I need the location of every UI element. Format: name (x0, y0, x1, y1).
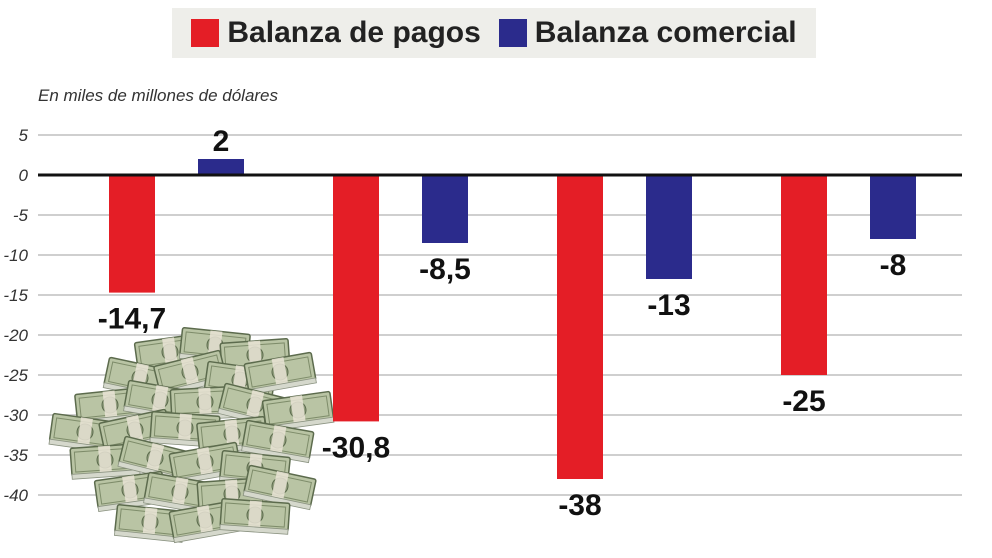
data-label: -13 (647, 289, 690, 322)
data-label: -25 (782, 385, 825, 418)
y-tick-label: -35 (3, 446, 28, 465)
legend-label: Balanza de pagos (227, 16, 481, 49)
bars (109, 159, 916, 479)
y-tick-label: -20 (3, 326, 28, 345)
bar (781, 175, 827, 375)
money-bundle (243, 351, 317, 396)
bar (557, 175, 603, 479)
money-bundle (113, 503, 186, 543)
money-stack-icon (48, 326, 335, 544)
legend-item-balanza-de-pagos: Balanza de pagos (191, 16, 481, 50)
data-label: -8,5 (419, 253, 471, 286)
bar (109, 175, 155, 293)
y-tick-label: -10 (3, 246, 28, 265)
legend-item-balanza-comercial: Balanza comercial (498, 16, 797, 50)
y-tick-label: -25 (3, 366, 28, 385)
legend-swatch-red (191, 19, 220, 47)
y-tick-label: 0 (19, 166, 29, 185)
y-tick-labels: 5 0 -5 -10 -15 -20 -25 -30 -35 -40 (3, 126, 28, 505)
y-tick-label: 5 (19, 126, 29, 145)
legend-swatch-blue (498, 19, 527, 47)
y-axis-unit-label: En miles de millones de dólares (38, 86, 279, 105)
legend-label: Balanza comercial (534, 16, 797, 49)
y-tick-label: -40 (3, 486, 28, 505)
data-label: 2 (213, 125, 230, 158)
y-tick-label: -15 (3, 286, 28, 305)
data-label: -14,7 (98, 303, 166, 336)
y-tick-label: -30 (3, 406, 28, 425)
money-bundle (219, 498, 291, 535)
bar (198, 159, 244, 175)
bar (646, 175, 692, 279)
bar (333, 175, 379, 422)
bar (870, 175, 916, 239)
data-label: -30,8 (322, 431, 390, 464)
money-bundle (241, 419, 315, 464)
legend: Balanza de pagos Balanza comercial (172, 8, 816, 58)
y-tick-label: -5 (13, 206, 29, 225)
data-label: -38 (558, 489, 601, 522)
data-labels: -14,7 -30,8 -38 -25 2 -8,5 -13 -8 (98, 125, 907, 522)
data-label: -8 (880, 249, 907, 282)
bar (422, 175, 468, 243)
